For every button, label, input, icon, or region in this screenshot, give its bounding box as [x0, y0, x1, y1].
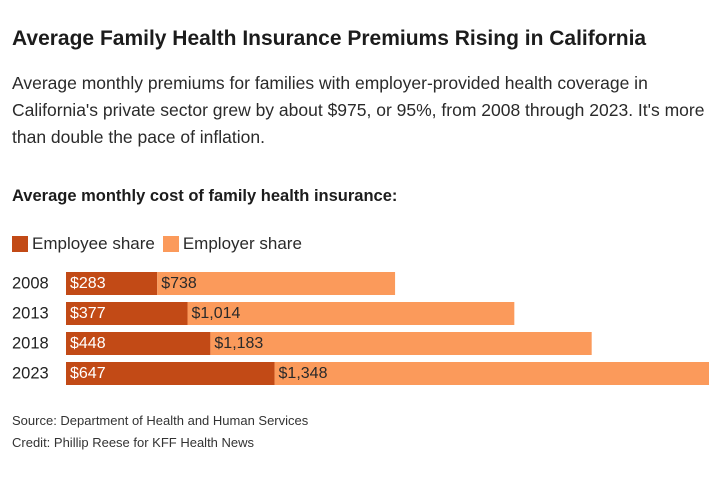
bar-employer-share-2018 — [210, 332, 592, 355]
legend: Employee share Employer share — [12, 233, 310, 255]
data-label-employer-share-2008: $738 — [161, 275, 197, 292]
bar-employer-share-2008 — [157, 272, 396, 295]
chart-notes: Source: Department of Health and Human S… — [12, 410, 308, 454]
data-label-employer-share-2023: $1,348 — [279, 365, 328, 382]
legend-item-employer: Employer share — [162, 234, 302, 254]
legend-swatch-employee — [12, 236, 28, 252]
chart-subtitle: Average monthly premiums for families wi… — [12, 73, 705, 147]
data-label-employee-share-2008: $283 — [70, 275, 106, 292]
source-note: Source: Department of Health and Human S… — [12, 413, 309, 428]
data-label-employee-share-2023: $647 — [70, 365, 106, 382]
data-label-employer-share-2018: $1,183 — [214, 335, 263, 352]
bar-employee-share-2018 — [66, 332, 211, 355]
chart-title: Average Family Health Insurance Premiums… — [12, 27, 647, 50]
credit-note: Credit: Phillip Reese for KFF Health New… — [12, 435, 255, 450]
legend-swatch-employer — [162, 236, 179, 252]
data-label-employee-share-2013: $377 — [70, 305, 106, 322]
category-label-2023: 2023 — [12, 365, 49, 383]
category-label-2013: 2013 — [12, 305, 49, 323]
stacked-bar-chart: 2008 $283 $738 2013 $377 $1,014 2018 $448 $1,183… — [12, 272, 709, 385]
category-label-2008: 2008 — [12, 275, 49, 293]
bar-employer-share-2013 — [187, 302, 515, 325]
bar-employer-share-2023 — [274, 362, 709, 385]
bar-employee-share-2023 — [66, 362, 275, 385]
bar-employee-share-2008 — [66, 272, 158, 295]
category-label-2018: 2018 — [12, 335, 49, 353]
legend-label-employee: Employee share — [32, 234, 155, 253]
data-label-employee-share-2018: $448 — [70, 335, 106, 352]
data-label-employer-share-2013: $1,014 — [192, 305, 241, 322]
section-heading: Average monthly cost of family health in… — [12, 187, 398, 205]
legend-item-employee: Employee share — [12, 234, 155, 254]
legend-label-employer: Employer share — [182, 234, 302, 253]
bar-employee-share-2013 — [66, 302, 188, 325]
